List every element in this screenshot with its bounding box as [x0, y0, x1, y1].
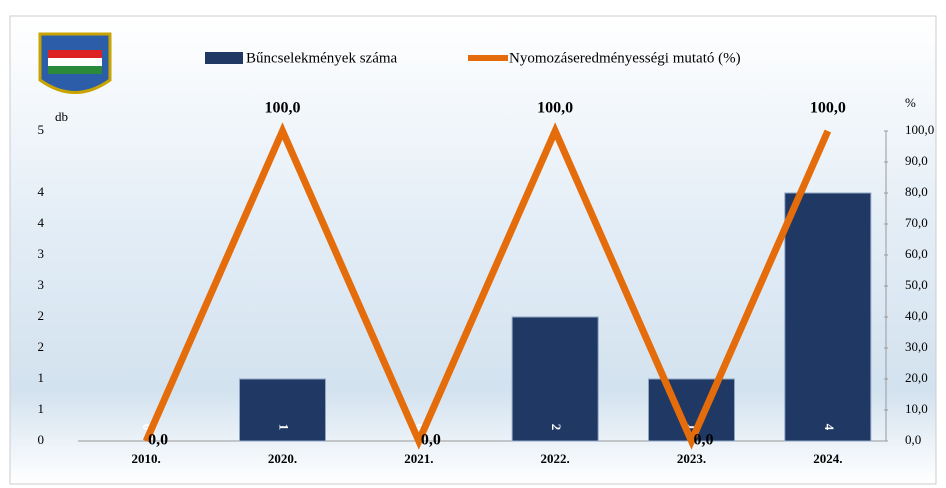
y2-tick-label: 50,0: [905, 277, 928, 292]
y2-tick-label: 10,0: [905, 401, 928, 416]
x-tick-label: 2023.: [677, 451, 706, 466]
x-tick-label: 2022.: [541, 451, 570, 466]
y-tick-label: 4: [38, 184, 45, 199]
bar: [240, 379, 326, 441]
y2-tick-label: 60,0: [905, 246, 928, 261]
y2-tick-label: 70,0: [905, 215, 928, 230]
y-tick-label: 1: [38, 401, 45, 416]
y2-tick-label: 90,0: [905, 153, 928, 168]
y-tick-label: 2: [38, 339, 45, 354]
line-label: 0,0: [694, 432, 714, 449]
line-label: 0,0: [421, 432, 441, 449]
legend-label: Nyomozáseredményességi mutató (%): [509, 50, 741, 66]
bar-label: 4: [822, 424, 837, 431]
y-tick-label: 0: [38, 432, 45, 447]
x-tick-label: 2024.: [813, 451, 842, 466]
bar: [785, 193, 871, 441]
y2-tick-label: 100,0: [905, 122, 934, 137]
x-tick-label: 2020.: [268, 451, 297, 466]
y2-tick-label: 80,0: [905, 184, 928, 199]
y-tick-label: 3: [38, 246, 45, 261]
y-tick-label: 1: [38, 370, 45, 385]
x-tick-label: 2010.: [132, 451, 161, 466]
line-label: 100,0: [537, 100, 573, 117]
y-tick-label: 2: [38, 308, 45, 323]
chart: db % 01122334450,010,020,030,040,050,060…: [0, 0, 946, 488]
legend-swatch: [205, 52, 243, 64]
y2-tick-label: 20,0: [905, 370, 928, 385]
y-tick-label: 4: [38, 215, 45, 230]
police-logo: [40, 34, 110, 93]
x-tick-label: 2021.: [404, 451, 433, 466]
y2-tick-label: 40,0: [905, 308, 928, 323]
bar-label: 1: [277, 424, 292, 431]
bar: [649, 379, 735, 441]
bar: [512, 317, 598, 441]
y2-axis-title: %: [905, 95, 916, 110]
y2-tick-label: 30,0: [905, 339, 928, 354]
line-label: 0,0: [148, 432, 168, 449]
legend-label: Bűncselekmények száma: [246, 50, 398, 66]
line-label: 100,0: [810, 100, 846, 117]
y-tick-label: 5: [38, 122, 45, 137]
line-label: 100,0: [265, 100, 301, 117]
y2-tick-label: 0,0: [905, 432, 921, 447]
y-axis-title: db: [55, 109, 68, 124]
bar-label: 2: [549, 424, 564, 431]
y-tick-label: 3: [38, 277, 45, 292]
